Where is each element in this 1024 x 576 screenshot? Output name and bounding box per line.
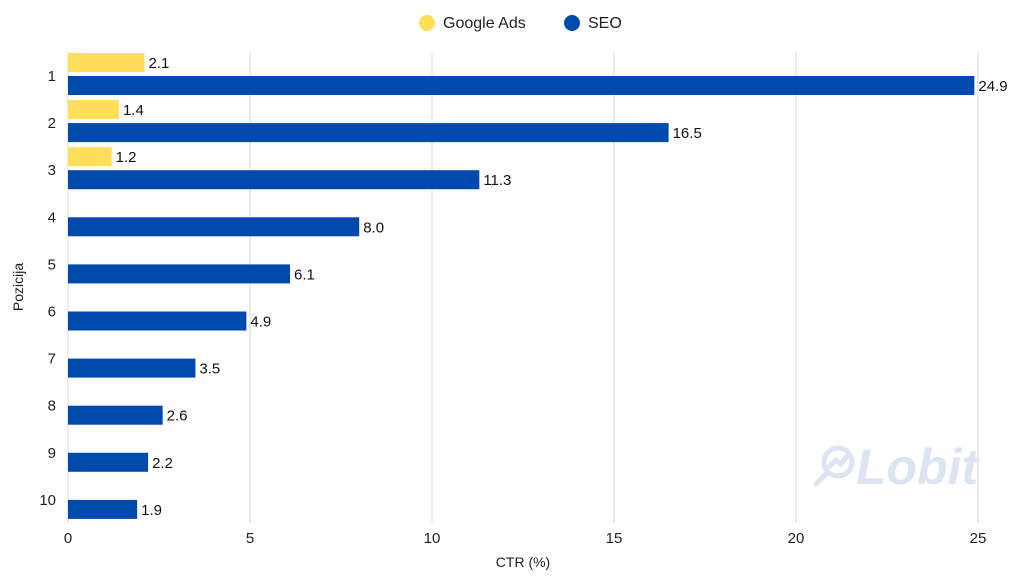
data-label-seo: 3.5 (199, 361, 220, 378)
bar-google-ads-position-3[interactable] (68, 147, 112, 167)
bar-seo-position-10[interactable] (68, 499, 138, 519)
bar-seo-position-1[interactable] (68, 76, 975, 95)
data-label-seo: 2.6 (167, 408, 188, 425)
data-label-seo: 2.2 (152, 455, 173, 472)
bar-google-ads-position-1[interactable] (68, 53, 145, 72)
x-tick-label: 5 (246, 530, 254, 547)
data-label-google-ads: 1.2 (116, 149, 137, 166)
y-tick-label: 10 (39, 492, 56, 509)
y-tick-label: 5 (48, 256, 56, 273)
bar-seo-position-8[interactable] (68, 405, 163, 425)
bar-seo-position-4[interactable] (68, 217, 360, 237)
x-tick-label: 20 (788, 530, 805, 547)
bar-seo-position-7[interactable] (68, 358, 196, 378)
legend-label-google-ads: Google Ads (443, 15, 526, 32)
y-tick-label: 1 (48, 68, 56, 85)
bar-seo-position-5[interactable] (68, 264, 291, 284)
data-label-seo: 8.0 (363, 219, 384, 236)
data-label-google-ads: 1.4 (123, 102, 144, 119)
data-label-seo: 16.5 (673, 125, 702, 142)
data-label-seo: 1.9 (141, 502, 162, 519)
legend-swatch-google-ads (419, 15, 435, 31)
y-tick-label: 2 (48, 115, 56, 132)
legend-item-seo[interactable]: SEO (564, 15, 622, 32)
y-tick-label: 9 (48, 445, 56, 462)
x-tick-label: 25 (970, 530, 987, 547)
data-labels: 2.1 24.9 1.4 16.5 1.2 11.3 8.0 6.1 4.9 3.5 2.6 2.2 1… (116, 55, 1008, 519)
y-tick-labels: 1 2 3 4 5 6 7 8 9 10 (39, 68, 56, 509)
magnifier-chart-icon (813, 445, 855, 487)
x-axis-title: CTR (%) (496, 554, 550, 570)
data-label-seo: 4.9 (250, 314, 271, 331)
data-label-google-ads: 2.1 (148, 55, 169, 72)
bar-seo-position-3[interactable] (68, 170, 480, 190)
grid-lines (67, 52, 979, 523)
data-label-seo: 11.3 (483, 172, 511, 189)
y-tick-label: 8 (48, 398, 56, 415)
legend: Google Ads SEO (419, 15, 622, 32)
bar-seo-position-2[interactable] (68, 123, 669, 143)
bars (68, 53, 975, 519)
x-tick-labels: 0 5 10 15 20 25 (64, 530, 987, 547)
y-axis-title: Pozicija (10, 263, 26, 311)
bar-seo-position-9[interactable] (68, 452, 149, 472)
watermark-text: Lobit (856, 439, 981, 495)
data-label-seo: 6.1 (294, 266, 315, 283)
y-tick-label: 3 (48, 162, 56, 179)
bar-google-ads-position-2[interactable] (68, 100, 119, 120)
x-tick-label: 0 (64, 530, 72, 547)
data-label-seo: 24.9 (978, 78, 1007, 95)
bar-seo-position-6[interactable] (68, 311, 247, 331)
watermark: Lobit (813, 439, 981, 495)
y-tick-label: 7 (48, 351, 56, 368)
legend-label-seo: SEO (588, 15, 622, 32)
x-tick-label: 15 (606, 530, 623, 547)
legend-item-google-ads[interactable]: Google Ads (419, 15, 526, 32)
y-tick-label: 6 (48, 304, 56, 321)
legend-swatch-seo (564, 15, 580, 31)
x-tick-label: 10 (424, 530, 441, 547)
y-tick-label: 4 (48, 209, 56, 226)
